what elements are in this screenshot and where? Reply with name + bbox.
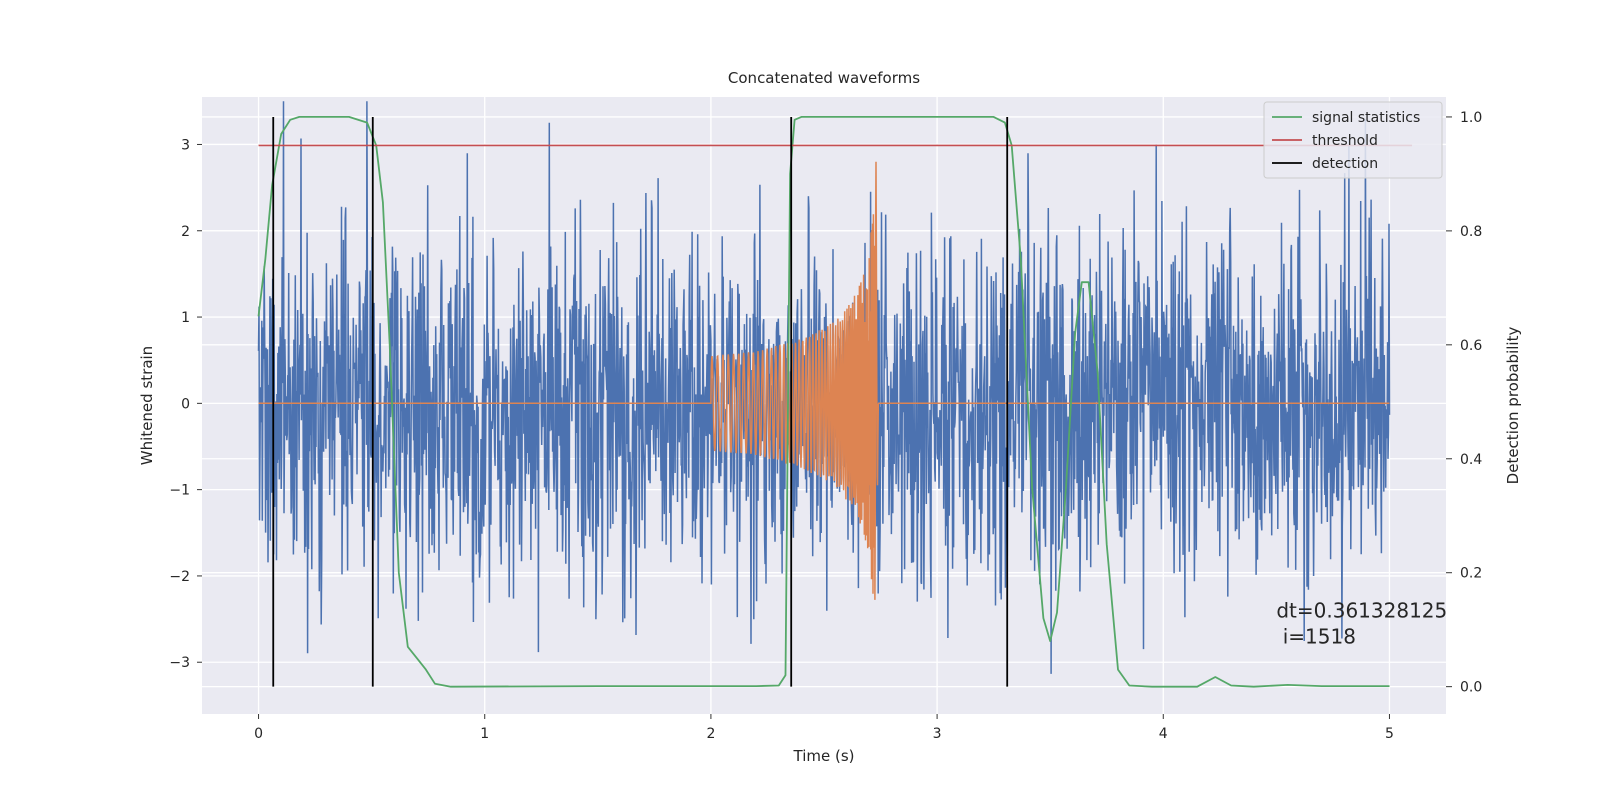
y-right-tick-label: 0.6 <box>1460 338 1482 354</box>
y-left-tick-label: −1 <box>169 483 190 499</box>
x-tick-label: 0 <box>254 726 263 742</box>
chart-title: Concatenated waveforms <box>728 69 920 87</box>
y-left-axis-label: Whitened strain <box>138 346 156 465</box>
y-left-tick-label: −2 <box>169 569 190 585</box>
plot-series <box>257 101 1413 688</box>
legend-label: detection <box>1312 156 1378 172</box>
x-axis-label: Time (s) <box>793 747 855 765</box>
legend-label: signal statistics <box>1312 110 1420 126</box>
y-left-axis-ticks: −3 −2 −1 0 1 2 3 <box>169 137 202 671</box>
x-tick-label: 4 <box>1159 726 1168 742</box>
y-left-tick-label: 0 <box>181 396 190 412</box>
y-right-tick-label: 0.4 <box>1460 452 1482 468</box>
x-tick-label: 3 <box>933 726 942 742</box>
legend: signal statistics threshold detection <box>1263 101 1443 179</box>
legend-label: threshold <box>1312 133 1378 149</box>
y-left-tick-label: 3 <box>181 137 190 153</box>
legend-box <box>1263 101 1443 179</box>
y-right-axis-label: Detection probability <box>1504 327 1522 485</box>
y-left-tick-label: 2 <box>181 224 190 240</box>
signal-statistics-line <box>257 116 1390 688</box>
y-left-tick-label: −3 <box>169 655 190 671</box>
y-right-tick-label: 1.0 <box>1460 110 1482 126</box>
annotation-dt: dt=0.361328125 <box>1276 599 1447 623</box>
y-right-tick-label: 0.2 <box>1460 566 1482 582</box>
injected-waveform-line <box>258 161 1390 600</box>
x-tick-label: 1 <box>480 726 489 742</box>
y-right-tick-label: 0.0 <box>1460 680 1482 696</box>
y-right-tick-label: 0.8 <box>1460 224 1482 240</box>
y-left-tick-label: 1 <box>181 310 190 326</box>
x-axis-ticks: 0 1 2 3 4 5 <box>254 714 1394 742</box>
x-tick-label: 2 <box>706 726 715 742</box>
y-right-axis-ticks: 0.0 0.2 0.4 0.6 0.8 1.0 <box>1446 110 1482 696</box>
annotation-i: i=1518 <box>1276 625 1356 649</box>
x-tick-label: 5 <box>1385 726 1394 742</box>
